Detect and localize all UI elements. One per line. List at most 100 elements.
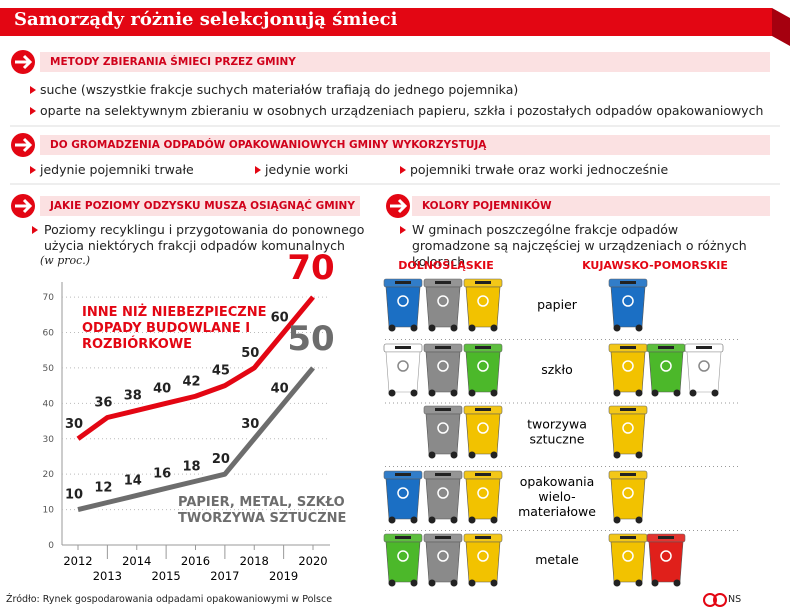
bin-wheel — [410, 516, 418, 524]
bin-wheel — [651, 579, 659, 587]
bullet-item: pojemniki trwałe oraz worki jednocześnie — [400, 162, 668, 177]
fraction-label: sztuczne — [530, 432, 585, 447]
value-label: 40 — [153, 381, 171, 396]
bin-wheel — [428, 324, 436, 332]
bin-symbol — [437, 295, 449, 307]
bin-wheel — [613, 389, 621, 397]
bin — [608, 343, 648, 397]
bin-wheel — [613, 516, 621, 524]
y-tick-label: 20 — [43, 470, 55, 480]
bin-wheel — [410, 579, 418, 587]
bin-symbol — [437, 487, 449, 499]
bin — [463, 470, 503, 524]
bin-wheel — [428, 389, 436, 397]
end-value-label: 70 — [287, 248, 334, 288]
unit-label: (w proc.) — [40, 254, 91, 267]
bin-body — [465, 413, 501, 455]
bin-slot — [620, 408, 636, 411]
bullet-item: oparte na selektywnym zbieraniu w osobny… — [30, 103, 763, 118]
fraction-label: wielo- — [538, 489, 575, 504]
bin-symbol — [477, 422, 489, 434]
y-tick-label: 10 — [43, 506, 55, 516]
bin-body — [465, 541, 501, 583]
fraction-label: opakowania — [520, 474, 595, 489]
value-label: 14 — [124, 473, 142, 488]
bin-slot — [658, 536, 674, 539]
bin-wheel — [711, 389, 719, 397]
bin-slot — [475, 536, 491, 539]
arrow-icon — [11, 133, 35, 157]
bin-body — [648, 351, 684, 393]
bin — [463, 343, 503, 397]
bin-wheel — [613, 579, 621, 587]
bin-symbol — [477, 360, 489, 372]
value-label: 50 — [241, 346, 259, 361]
x-tick-label: 2013 — [93, 569, 122, 583]
bin-wheel — [428, 451, 436, 459]
bin-slot — [475, 281, 491, 284]
bin-body — [610, 478, 646, 520]
x-tick-label: 2020 — [298, 554, 327, 568]
credit: NS — [728, 594, 742, 605]
bin-wheel — [468, 516, 476, 524]
bin-slot — [475, 346, 491, 349]
x-tick-label: 2017 — [210, 569, 239, 583]
arrow-icon — [386, 194, 410, 218]
x-tick-label: 2015 — [151, 569, 180, 583]
value-label: 42 — [182, 374, 200, 389]
value-label: 18 — [182, 459, 200, 474]
bin — [608, 405, 648, 459]
bin-body — [385, 286, 421, 328]
bin — [608, 470, 648, 524]
series-label: PAPIER, METAL, SZKŁO TWORZYWA SZTUCZNE — [178, 495, 347, 526]
y-tick-label: 50 — [43, 364, 55, 374]
bin — [608, 278, 648, 332]
bin-wheel — [410, 389, 418, 397]
value-label: 10 — [65, 488, 83, 503]
bin-slot — [696, 346, 712, 349]
bin-wheel — [635, 451, 643, 459]
x-tick-label: 2016 — [181, 554, 210, 568]
bin-wheel — [388, 389, 396, 397]
bin-slot — [395, 281, 411, 284]
bin-wheel — [468, 451, 476, 459]
section-heading: JAKIE POZIOMY ODZYSKU MUSZĄ OSIĄGNĄĆ GMI… — [50, 200, 355, 212]
bin — [684, 343, 724, 397]
bin-wheel — [450, 324, 458, 332]
value-label: 20 — [212, 452, 230, 467]
bin-slot — [395, 346, 411, 349]
source: Źródło: Rynek gospodarowania odpadami op… — [6, 594, 333, 605]
bin-symbol — [698, 360, 710, 372]
bin-wheel — [388, 579, 396, 587]
bin-slot — [435, 346, 451, 349]
bin-symbol — [397, 550, 409, 562]
bin-wheel — [468, 324, 476, 332]
region-label: KUJAWSKO-POMORSKIE — [582, 259, 728, 272]
end-value-label: 50 — [287, 319, 334, 359]
bins-description: W gminach poszczególne frakcje odpadów g… — [400, 222, 752, 270]
bin-wheel — [468, 579, 476, 587]
bin-wheel — [689, 389, 697, 397]
value-label: 30 — [65, 417, 83, 432]
bin-wheel — [428, 579, 436, 587]
bin — [423, 405, 463, 459]
bin-body — [425, 286, 461, 328]
bin-symbol — [622, 550, 634, 562]
bin-slot — [475, 408, 491, 411]
bin-body — [610, 541, 646, 583]
section-header: METODY ZBIERANIA ŚMIECI PRZEZ GMINY — [40, 52, 770, 72]
bin-body — [425, 413, 461, 455]
bin-body — [610, 413, 646, 455]
bin — [463, 405, 503, 459]
y-tick-label: 0 — [48, 541, 54, 551]
series-line — [77, 366, 315, 513]
bin-slot — [435, 408, 451, 411]
bin-symbol — [477, 487, 489, 499]
arrow-icon — [11, 194, 35, 218]
bin-body — [385, 478, 421, 520]
bin-symbol — [437, 550, 449, 562]
bin-wheel — [450, 516, 458, 524]
bin-wheel — [410, 324, 418, 332]
